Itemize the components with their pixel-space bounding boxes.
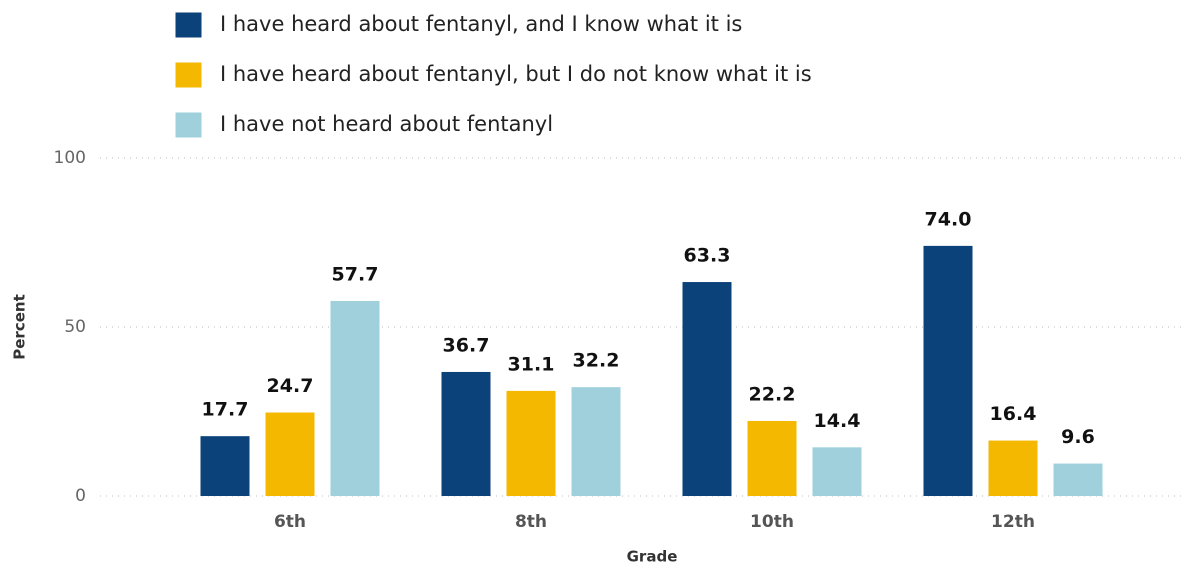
value-label: 16.4 bbox=[990, 403, 1037, 425]
y-tick-label: 50 bbox=[64, 317, 86, 337]
x-axis-label: Grade bbox=[627, 548, 678, 566]
legend-swatch bbox=[174, 61, 203, 89]
x-tick-label: 10th bbox=[750, 512, 794, 532]
value-label: 31.1 bbox=[508, 353, 555, 375]
bar bbox=[441, 371, 491, 496]
bar bbox=[330, 300, 380, 496]
value-label: 14.4 bbox=[814, 410, 861, 432]
bar bbox=[200, 436, 250, 496]
x-tick-label: 6th bbox=[274, 512, 306, 532]
legend-label: I have heard about fentanyl, and I know … bbox=[220, 12, 742, 36]
bar bbox=[571, 387, 621, 496]
y-tick-label: 100 bbox=[54, 148, 86, 168]
value-label: 32.2 bbox=[573, 350, 620, 372]
value-label: 24.7 bbox=[267, 375, 314, 397]
legend-swatch bbox=[174, 11, 203, 39]
x-tick-label: 12th bbox=[991, 512, 1035, 532]
bar bbox=[682, 282, 732, 496]
bar bbox=[988, 440, 1038, 496]
value-label: 22.2 bbox=[749, 383, 796, 405]
bar bbox=[747, 420, 797, 496]
value-label: 36.7 bbox=[443, 334, 490, 356]
legend-label: I have heard about fentanyl, but I do no… bbox=[220, 62, 812, 86]
bar bbox=[1053, 463, 1103, 496]
legend-swatch bbox=[174, 111, 203, 139]
value-label: 74.0 bbox=[925, 208, 972, 230]
y-axis-label: Percent bbox=[11, 294, 29, 359]
x-tick-label: 8th bbox=[515, 512, 547, 532]
bar bbox=[923, 245, 973, 496]
bar bbox=[265, 412, 315, 496]
y-tick-label: 0 bbox=[75, 486, 86, 506]
value-label: 17.7 bbox=[202, 399, 249, 421]
value-label: 9.6 bbox=[1061, 426, 1095, 448]
bar bbox=[506, 390, 556, 496]
bar bbox=[812, 447, 862, 496]
value-label: 63.3 bbox=[684, 245, 731, 267]
legend-label: I have not heard about fentanyl bbox=[220, 112, 553, 136]
value-label: 57.7 bbox=[332, 263, 379, 285]
